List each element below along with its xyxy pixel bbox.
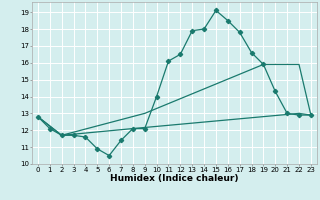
X-axis label: Humidex (Indice chaleur): Humidex (Indice chaleur): [110, 174, 239, 183]
